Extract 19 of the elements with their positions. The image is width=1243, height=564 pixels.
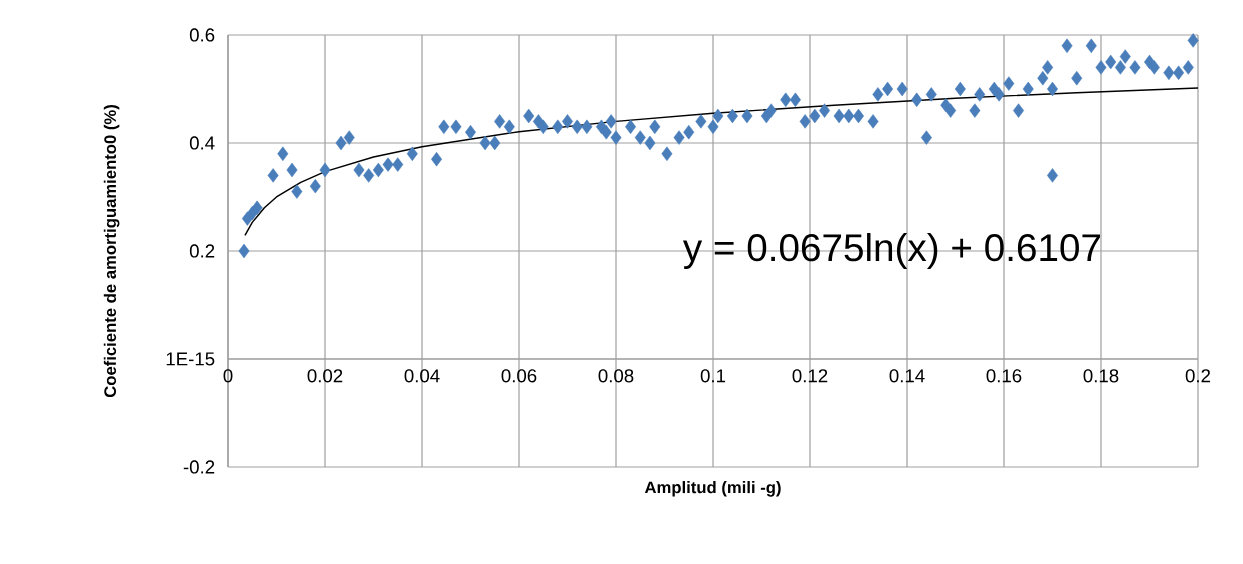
x-tick-label: 0.2 [1185, 369, 1211, 383]
y-tick-label: 1E-15 [166, 352, 215, 366]
x-tick-label: 0.18 [1083, 369, 1119, 383]
y-tick-label: 0.6 [189, 28, 215, 42]
x-tick-label: 0.02 [307, 369, 343, 383]
x-tick-label: 0.1 [700, 369, 726, 383]
x-tick-label: 0.14 [889, 369, 925, 383]
annotation: y = 0.0675ln(x) + 0.6107 [682, 232, 1101, 270]
x-tick-label: 0 [223, 369, 233, 383]
x-tick-label: 0.16 [986, 369, 1022, 383]
x-tick-label: 0.08 [598, 369, 634, 383]
y-axis-title: Coeficiente de amortiguamiento0 (%) [103, 105, 120, 398]
y-tick-label: 0.2 [189, 244, 215, 258]
x-tick-label: 0.04 [404, 369, 440, 383]
x-tick-label: 0.12 [792, 369, 828, 383]
y-tick-label: -0.2 [183, 460, 215, 474]
y-tick-label: 0.4 [189, 136, 215, 150]
x-axis-title: Amplitud (mili -g) [644, 481, 781, 497]
x-tick-label: 0.06 [501, 369, 537, 383]
